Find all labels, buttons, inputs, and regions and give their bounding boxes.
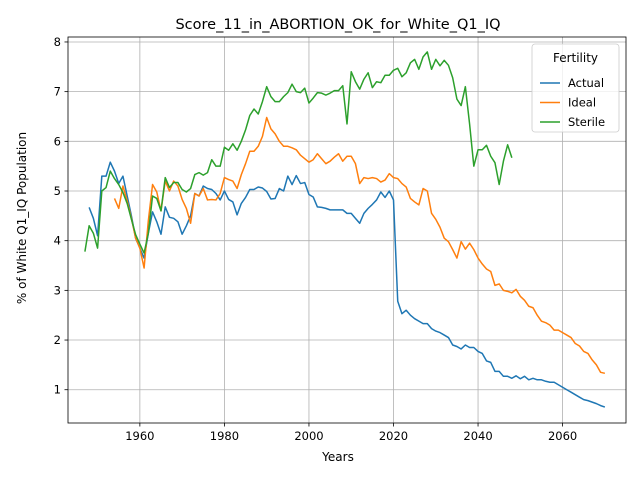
x-tick-label: 2020 bbox=[379, 429, 408, 443]
series-layer bbox=[84, 51, 606, 408]
legend: Fertility Actual Ideal Sterile bbox=[531, 43, 620, 133]
chart-title: Score_11_in_ABORTION_OK_for_White_Q1_IQ bbox=[175, 17, 500, 33]
y-axis-label: % of White Q1_IQ Population bbox=[15, 132, 29, 304]
x-tick-label: 1960 bbox=[125, 429, 154, 443]
y-tick-label: 8 bbox=[54, 35, 61, 49]
x-tick-label: 2060 bbox=[548, 429, 577, 443]
series-line-actual bbox=[88, 161, 606, 408]
legend-box bbox=[531, 43, 620, 133]
y-tick-label: 6 bbox=[54, 134, 61, 148]
series-line-ideal bbox=[113, 116, 606, 375]
legend-label-sterile: Sterile bbox=[568, 115, 605, 129]
y-tick-label: 3 bbox=[54, 283, 61, 297]
x-axis-ticks: 1960 1980 2000 2020 2040 2060 bbox=[125, 423, 577, 443]
plot-area-frame bbox=[67, 36, 627, 424]
y-tick-label: 4 bbox=[54, 234, 61, 248]
y-axis-ticks: 1 2 3 4 5 6 7 8 bbox=[54, 35, 68, 397]
x-tick-label: 2000 bbox=[294, 429, 323, 443]
y-tick-label: 2 bbox=[54, 333, 61, 347]
legend-title: Fertility bbox=[553, 51, 598, 65]
y-tick-label: 5 bbox=[54, 184, 61, 198]
legend-label-ideal: Ideal bbox=[568, 96, 596, 110]
series-line-sterile bbox=[84, 51, 513, 254]
x-tick-label: 1980 bbox=[210, 429, 239, 443]
x-tick-label: 2040 bbox=[463, 429, 492, 443]
y-tick-label: 1 bbox=[54, 383, 61, 397]
legend-label-actual: Actual bbox=[568, 76, 604, 90]
x-axis-label: Years bbox=[321, 450, 354, 464]
y-tick-label: 7 bbox=[54, 85, 61, 99]
